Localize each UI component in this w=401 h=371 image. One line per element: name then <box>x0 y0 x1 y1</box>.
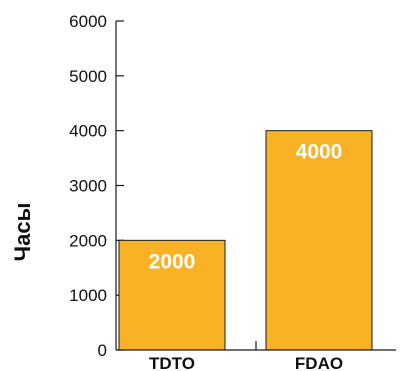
y-tick-label: 6000 <box>69 12 107 31</box>
x-category-label: TDTO <box>149 354 195 371</box>
y-tick-label: 2000 <box>69 231 107 250</box>
y-tick-label: 0 <box>98 341 107 360</box>
bars: 2000 4000 <box>118 130 373 351</box>
x-category-label: FDAO <box>295 354 343 371</box>
y-axis-label: Часы <box>10 203 35 262</box>
y-tick-label: 1000 <box>69 286 107 305</box>
y-axis: 0 1000 2000 3000 4000 5000 6000 <box>69 12 124 360</box>
bar-value-label: 4000 <box>296 141 343 164</box>
y-tick-label: 5000 <box>69 67 107 86</box>
bar-tdto <box>118 239 226 351</box>
bar-fdao <box>265 130 373 351</box>
x-axis: TDTO FDAO <box>116 341 396 371</box>
y-tick-label: 3000 <box>69 177 107 196</box>
y-tick-label: 4000 <box>69 122 107 141</box>
bar-value-label: 2000 <box>149 250 196 273</box>
